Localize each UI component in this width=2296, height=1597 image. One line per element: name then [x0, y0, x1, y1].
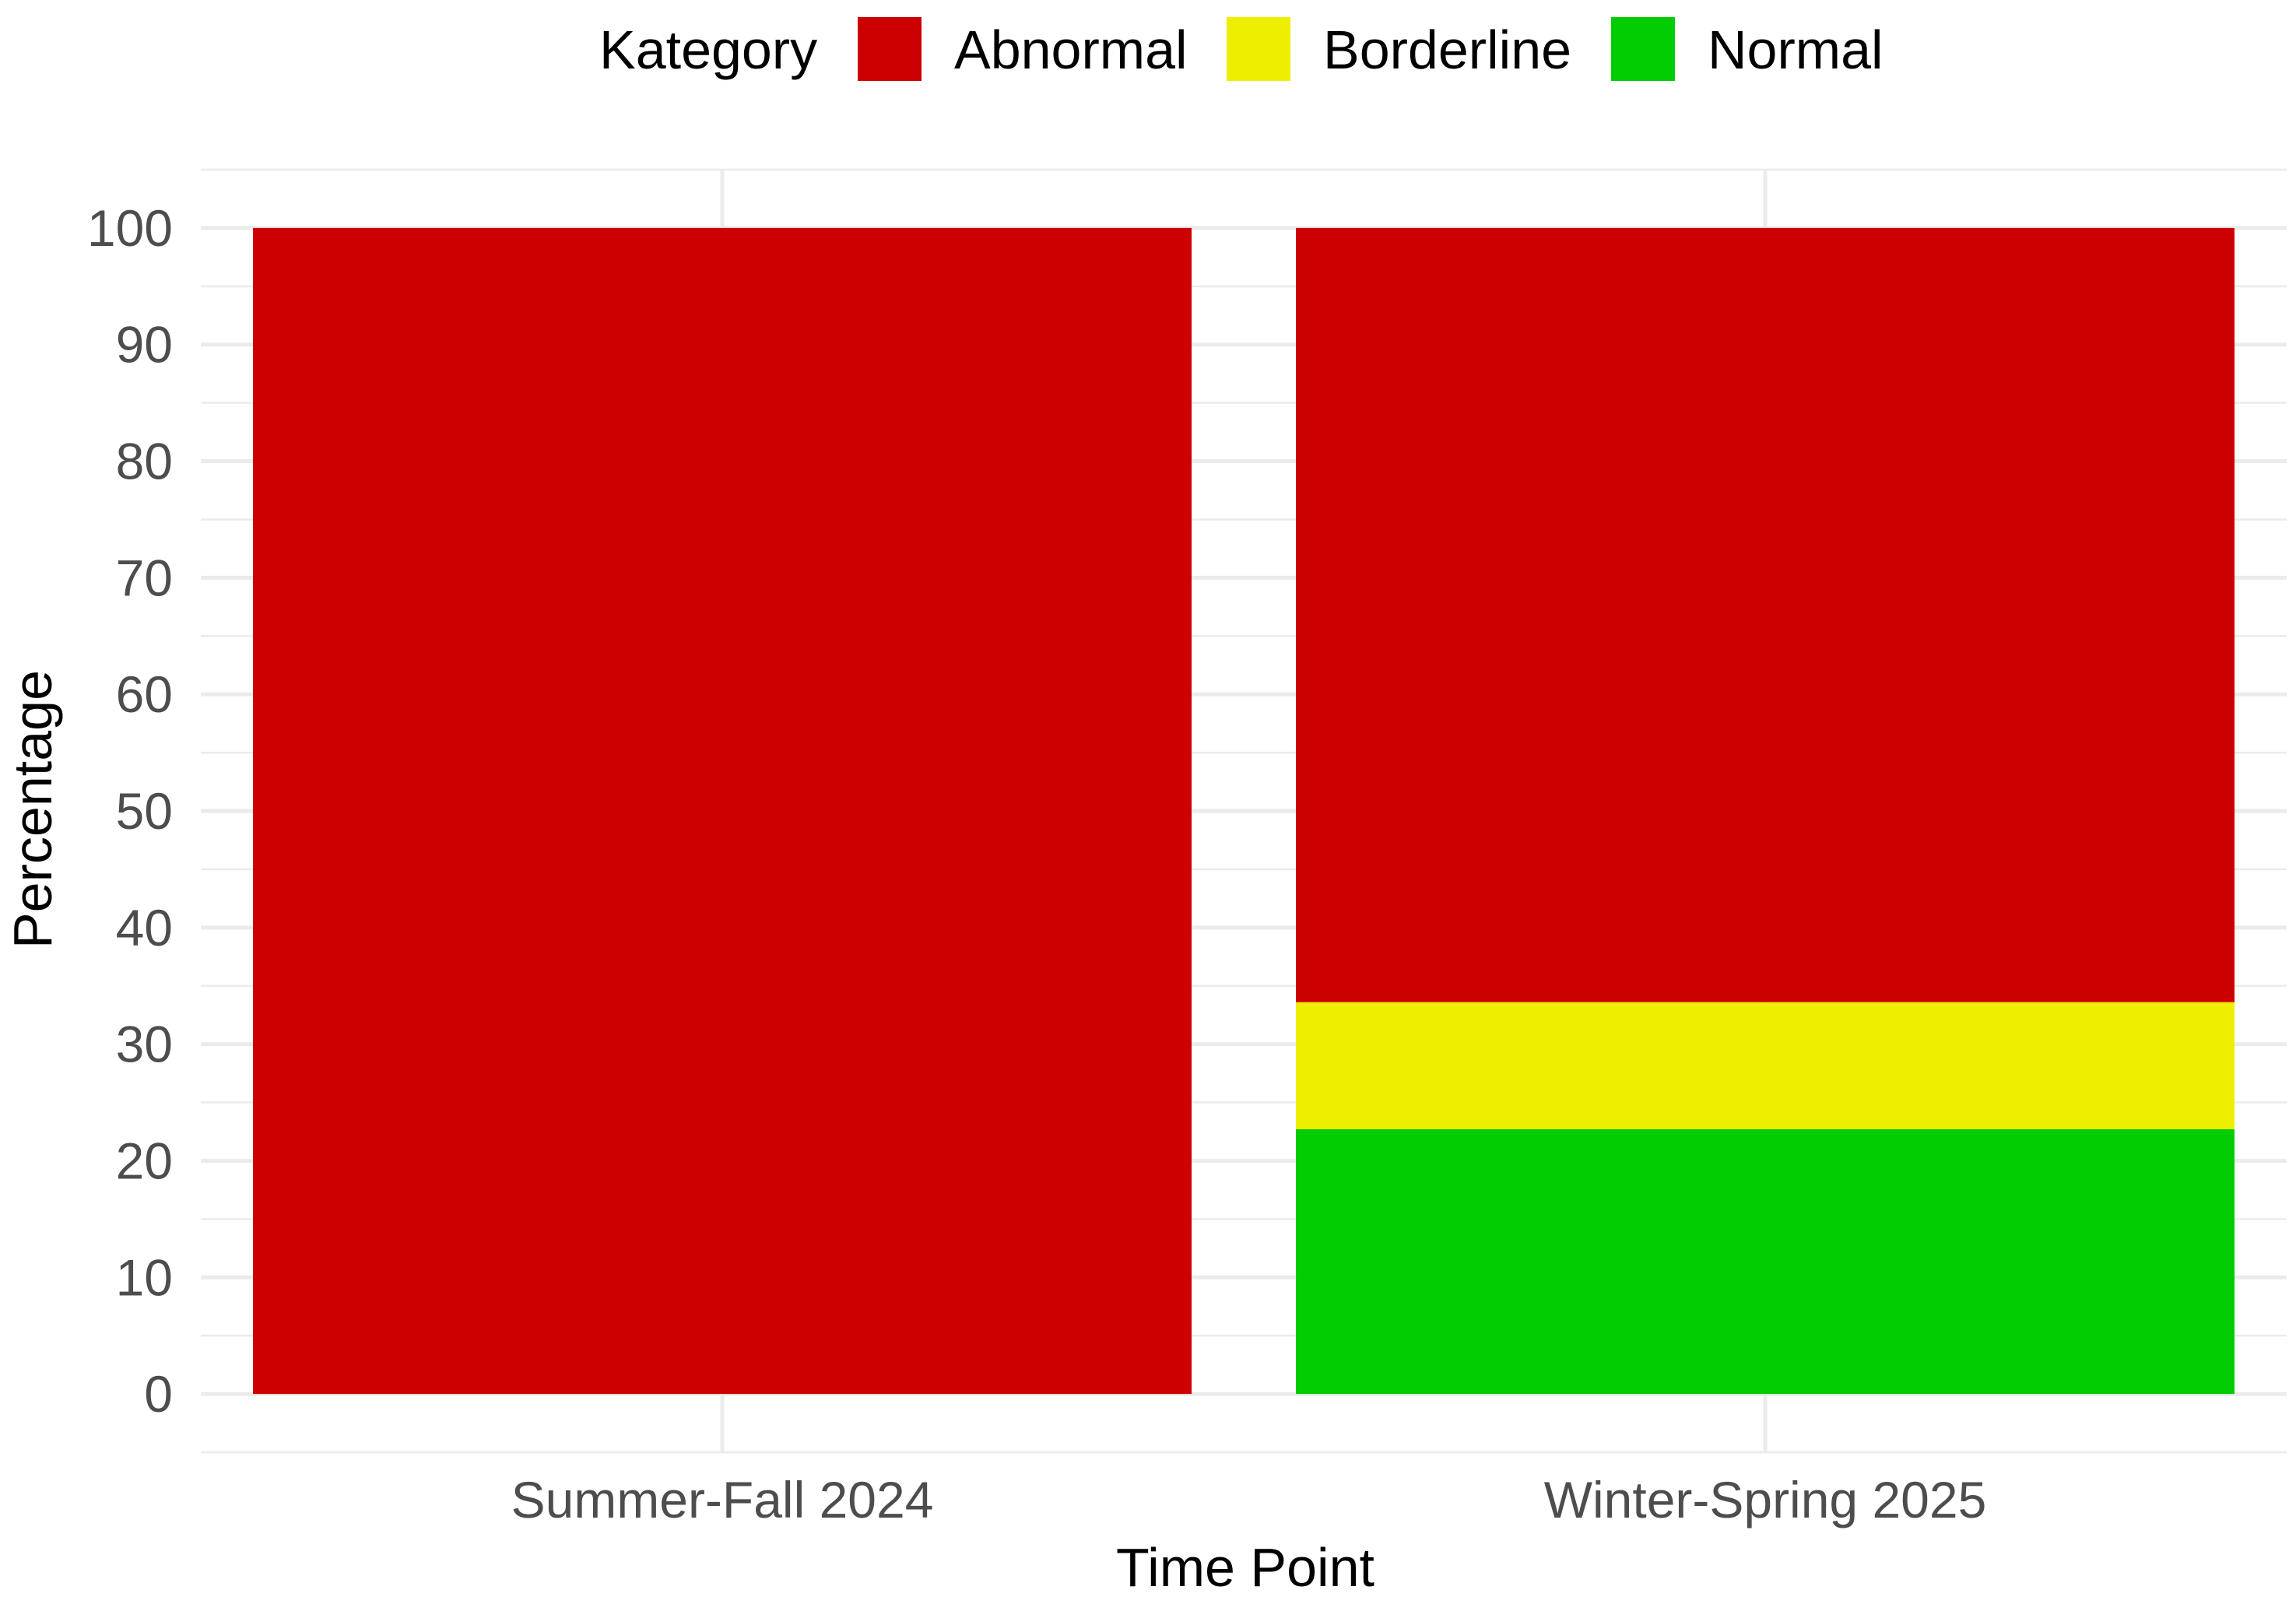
y-tick-label: 0 — [144, 1365, 173, 1423]
y-axis-ticks: 0 10 20 30 40 50 60 70 80 90 100 — [87, 199, 173, 1423]
y-tick-label: 30 — [116, 1016, 173, 1073]
bars — [253, 227, 2235, 1395]
y-tick-label: 60 — [116, 665, 173, 723]
legend-key-borderline — [1227, 17, 1290, 81]
y-tick-label: 100 — [87, 199, 173, 257]
legend-key-abnormal — [858, 17, 922, 81]
y-tick-label: 10 — [116, 1248, 173, 1306]
y-tick-label: 20 — [116, 1132, 173, 1189]
bar-abnormal-2 — [1296, 227, 2235, 1002]
legend: Kategory Abnormal Borderline Normal — [599, 17, 1883, 81]
legend-label-normal: Normal — [1708, 19, 1883, 80]
x-tick-label: Summer-Fall 2024 — [511, 1471, 934, 1529]
legend-label-abnormal: Abnormal — [954, 19, 1188, 80]
legend-label-borderline: Borderline — [1323, 19, 1571, 80]
y-tick-label: 70 — [116, 549, 173, 606]
y-tick-label: 80 — [116, 433, 173, 490]
bar-normal-2 — [1296, 1129, 2235, 1395]
y-tick-label: 90 — [116, 316, 173, 374]
x-axis-ticks: Summer-Fall 2024 Winter-Spring 2025 — [511, 1471, 1987, 1529]
x-axis-title: Time Point — [1116, 1537, 1374, 1597]
y-tick-label: 40 — [116, 899, 173, 956]
bar-borderline-2 — [1296, 1002, 2235, 1130]
x-tick-label: Winter-Spring 2025 — [1544, 1471, 1987, 1529]
bar-abnormal-1 — [253, 227, 1192, 1395]
y-tick-label: 50 — [116, 782, 173, 840]
y-axis-title: Percentage — [2, 670, 63, 949]
legend-title: Kategory — [599, 19, 817, 80]
legend-key-normal — [1611, 17, 1675, 81]
